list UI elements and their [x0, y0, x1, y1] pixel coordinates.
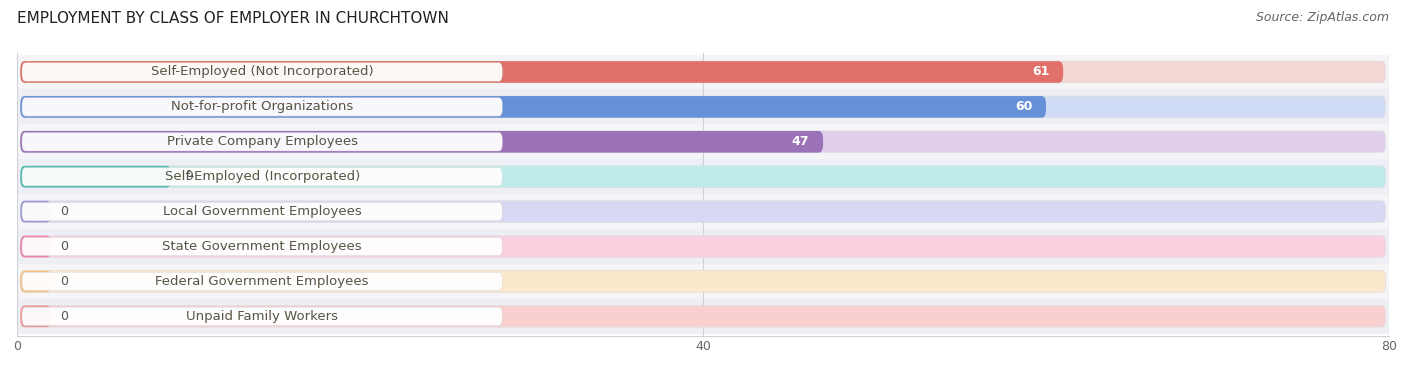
- Text: Source: ZipAtlas.com: Source: ZipAtlas.com: [1256, 11, 1389, 24]
- Bar: [17, 264, 1389, 299]
- FancyBboxPatch shape: [22, 307, 502, 325]
- Text: Local Government Employees: Local Government Employees: [163, 205, 361, 218]
- FancyBboxPatch shape: [20, 305, 51, 327]
- Text: Not-for-profit Organizations: Not-for-profit Organizations: [172, 100, 353, 113]
- Text: Self-Employed (Incorporated): Self-Employed (Incorporated): [165, 170, 360, 183]
- FancyBboxPatch shape: [20, 236, 51, 257]
- FancyBboxPatch shape: [20, 61, 1386, 83]
- FancyBboxPatch shape: [22, 202, 502, 221]
- Text: 61: 61: [1032, 66, 1049, 78]
- Text: Private Company Employees: Private Company Employees: [167, 135, 357, 148]
- FancyBboxPatch shape: [20, 131, 823, 153]
- Bar: [17, 299, 1389, 334]
- Text: 0: 0: [59, 275, 67, 288]
- FancyBboxPatch shape: [20, 201, 51, 222]
- Bar: [17, 89, 1389, 124]
- FancyBboxPatch shape: [20, 271, 1386, 292]
- FancyBboxPatch shape: [20, 271, 51, 292]
- FancyBboxPatch shape: [22, 272, 502, 291]
- Bar: [17, 194, 1389, 229]
- Text: 9: 9: [186, 170, 193, 183]
- FancyBboxPatch shape: [20, 201, 1386, 222]
- FancyBboxPatch shape: [20, 96, 1046, 118]
- FancyBboxPatch shape: [22, 63, 502, 81]
- Text: 0: 0: [59, 310, 67, 323]
- Text: 47: 47: [792, 135, 810, 148]
- Bar: [17, 229, 1389, 264]
- Text: EMPLOYMENT BY CLASS OF EMPLOYER IN CHURCHTOWN: EMPLOYMENT BY CLASS OF EMPLOYER IN CHURC…: [17, 11, 449, 26]
- FancyBboxPatch shape: [20, 166, 172, 187]
- Text: 0: 0: [59, 240, 67, 253]
- FancyBboxPatch shape: [22, 237, 502, 256]
- Text: Federal Government Employees: Federal Government Employees: [156, 275, 368, 288]
- FancyBboxPatch shape: [20, 305, 1386, 327]
- FancyBboxPatch shape: [20, 131, 1386, 153]
- Text: 60: 60: [1015, 100, 1032, 113]
- FancyBboxPatch shape: [20, 61, 1063, 83]
- FancyBboxPatch shape: [22, 133, 502, 151]
- Bar: [17, 124, 1389, 159]
- Text: 0: 0: [59, 205, 67, 218]
- FancyBboxPatch shape: [20, 236, 1386, 257]
- FancyBboxPatch shape: [22, 98, 502, 116]
- Text: Self-Employed (Not Incorporated): Self-Employed (Not Incorporated): [150, 66, 374, 78]
- FancyBboxPatch shape: [20, 166, 1386, 187]
- Bar: [17, 159, 1389, 194]
- Text: Unpaid Family Workers: Unpaid Family Workers: [186, 310, 339, 323]
- FancyBboxPatch shape: [20, 96, 1386, 118]
- Bar: [17, 55, 1389, 89]
- FancyBboxPatch shape: [22, 167, 502, 186]
- Text: State Government Employees: State Government Employees: [162, 240, 361, 253]
